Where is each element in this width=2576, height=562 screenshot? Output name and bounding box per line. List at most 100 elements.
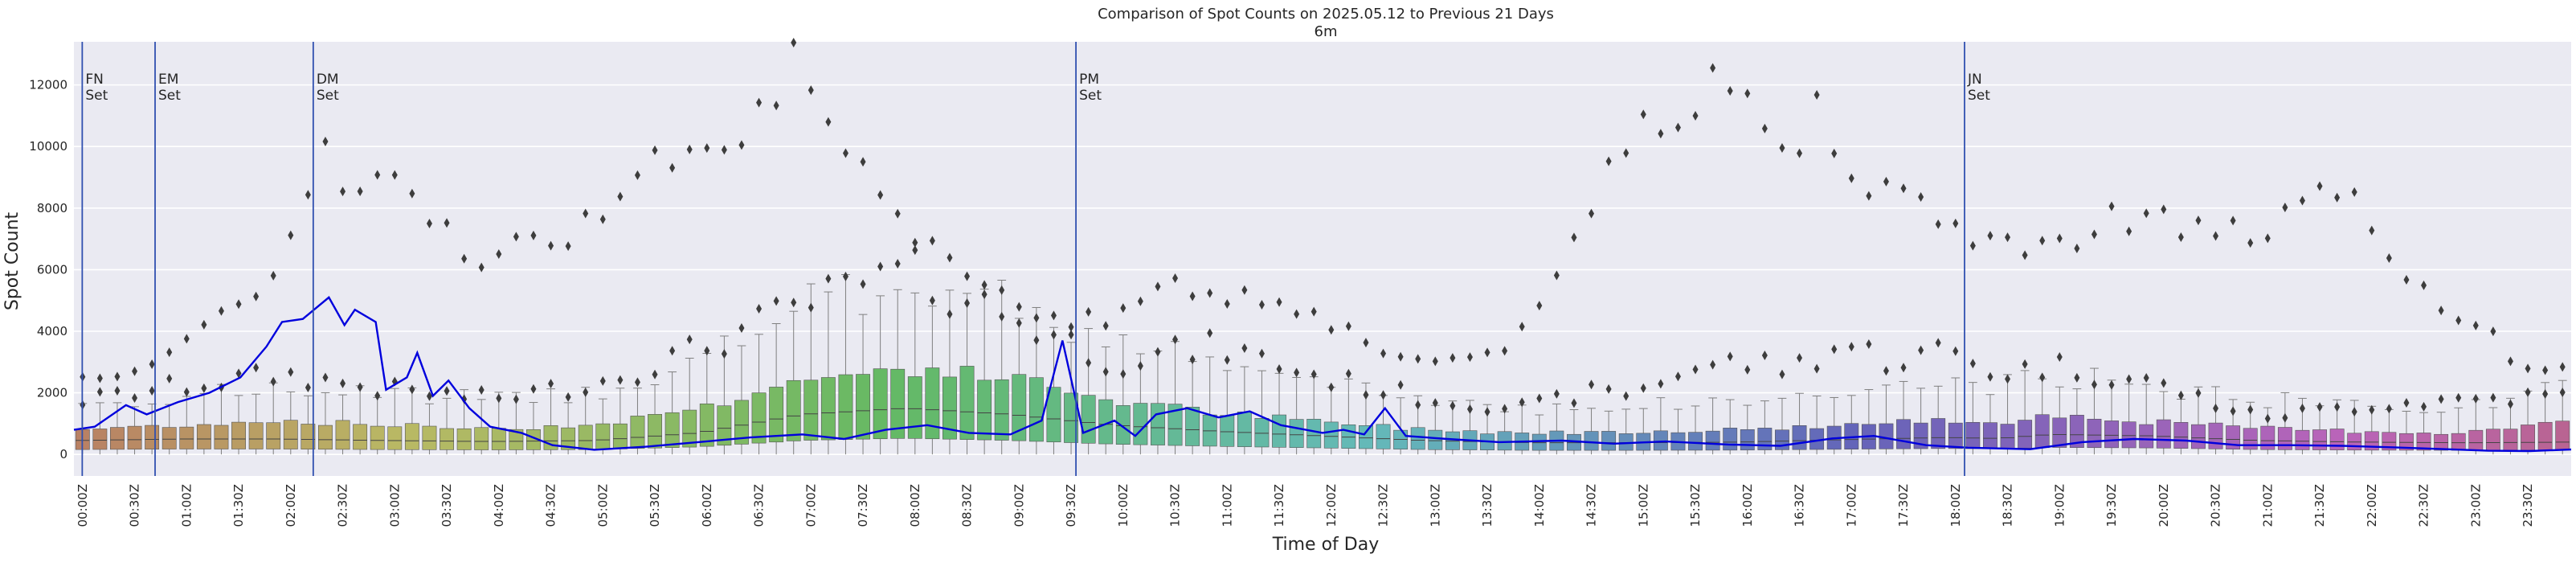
outlier-marker (1294, 309, 1300, 319)
box (196, 424, 211, 449)
x-tick-label: 17:30Z (1896, 484, 1911, 527)
event-label: Set (1968, 88, 1990, 104)
outlier-marker (2005, 374, 2011, 384)
outlier-marker (1363, 390, 1369, 400)
x-tick-label: 19:00Z (2052, 484, 2067, 527)
outlier-marker (1571, 232, 1577, 243)
outlier-marker (1415, 354, 1421, 364)
outlier-marker (305, 190, 311, 200)
outlier-marker (1605, 156, 1612, 166)
outlier-marker (947, 309, 953, 319)
outlier-marker (2542, 388, 2549, 399)
box (1220, 415, 1235, 447)
outlier-marker (1137, 296, 1143, 306)
outlier-marker (2542, 365, 2549, 375)
outlier-marker (1883, 366, 1889, 376)
outlier-marker (1189, 355, 1196, 365)
outlier-marker (496, 249, 502, 260)
event-label: DM (317, 72, 339, 88)
x-tick-label: 19:30Z (2104, 484, 2119, 527)
outlier-marker (2143, 208, 2149, 219)
box (612, 423, 628, 449)
box (561, 427, 576, 450)
x-tick-label: 20:30Z (2209, 484, 2223, 527)
outlier-marker (132, 392, 138, 403)
outlier-marker (183, 334, 190, 344)
box (2295, 429, 2310, 450)
outlier-marker (409, 188, 415, 199)
outlier-marker (1258, 348, 1265, 359)
outlier-marker (2195, 388, 2202, 398)
x-tick-label: 05:30Z (648, 484, 662, 527)
box (474, 427, 489, 450)
outlier-marker (808, 302, 814, 313)
outlier-marker (599, 375, 606, 386)
outlier-marker (2334, 402, 2341, 412)
outlier-marker (96, 387, 103, 397)
outlier-marker (1605, 384, 1612, 394)
box (404, 423, 419, 450)
event-label: FN (85, 72, 104, 88)
outlier-marker (409, 384, 415, 395)
event-label: Set (85, 88, 108, 104)
outlier-marker (322, 137, 329, 147)
outlier-marker (322, 372, 329, 383)
outlier-marker (2403, 274, 2410, 285)
x-tick-label: 21:00Z (2260, 484, 2275, 527)
box (2000, 424, 2015, 449)
outlier-marker (721, 145, 727, 155)
outlier-marker (1016, 302, 1022, 312)
outlier-marker (461, 394, 468, 404)
outlier-marker (1380, 390, 1387, 400)
outlier-marker (340, 187, 346, 197)
outlier-marker (825, 117, 832, 127)
box (353, 424, 368, 450)
event-label: PM (1079, 72, 1099, 88)
outlier-marker (114, 371, 121, 382)
outlier-marker (1328, 382, 1335, 392)
outlier-marker (1484, 347, 1490, 358)
x-tick-label: 08:30Z (960, 484, 975, 527)
x-tick-label: 16:30Z (1793, 484, 1807, 527)
outlier-marker (1553, 388, 1560, 399)
box (907, 376, 922, 439)
event-label: Set (317, 88, 339, 104)
outlier-marker (2490, 326, 2496, 337)
box (682, 409, 697, 448)
box (214, 425, 229, 449)
outlier-marker (1155, 281, 1161, 292)
outlier-marker (1536, 393, 1543, 404)
event-label: JN (1967, 72, 1982, 88)
outlier-marker (478, 262, 485, 273)
box (1359, 425, 1373, 449)
x-tick-label: 17:00Z (1844, 484, 1858, 527)
outlier-marker (253, 291, 260, 302)
outlier-marker (2299, 403, 2305, 413)
x-tick-label: 07:30Z (856, 484, 870, 527)
outlier-marker (496, 393, 502, 404)
box (179, 426, 194, 449)
outlier-marker (1189, 291, 1196, 302)
outlier-marker (1207, 328, 1213, 338)
x-tick-label: 10:00Z (1116, 484, 1131, 527)
box (1740, 429, 1755, 451)
outlier-marker (1415, 400, 1421, 410)
outlier-marker (2108, 201, 2115, 211)
outlier-marker (773, 296, 779, 306)
outlier-marker (2264, 233, 2271, 244)
outlier-marker (96, 373, 103, 384)
outlier-marker (1120, 303, 1126, 314)
outlier-marker (1241, 343, 1248, 353)
outlier-marker (1207, 288, 1213, 298)
box (578, 425, 593, 450)
outlier-marker (149, 386, 155, 396)
outlier-marker (738, 140, 745, 150)
box (2521, 425, 2535, 451)
box (803, 379, 819, 441)
box (1913, 422, 1928, 449)
outlier-marker (2351, 407, 2357, 417)
box (1601, 431, 1617, 451)
box (2329, 429, 2345, 450)
